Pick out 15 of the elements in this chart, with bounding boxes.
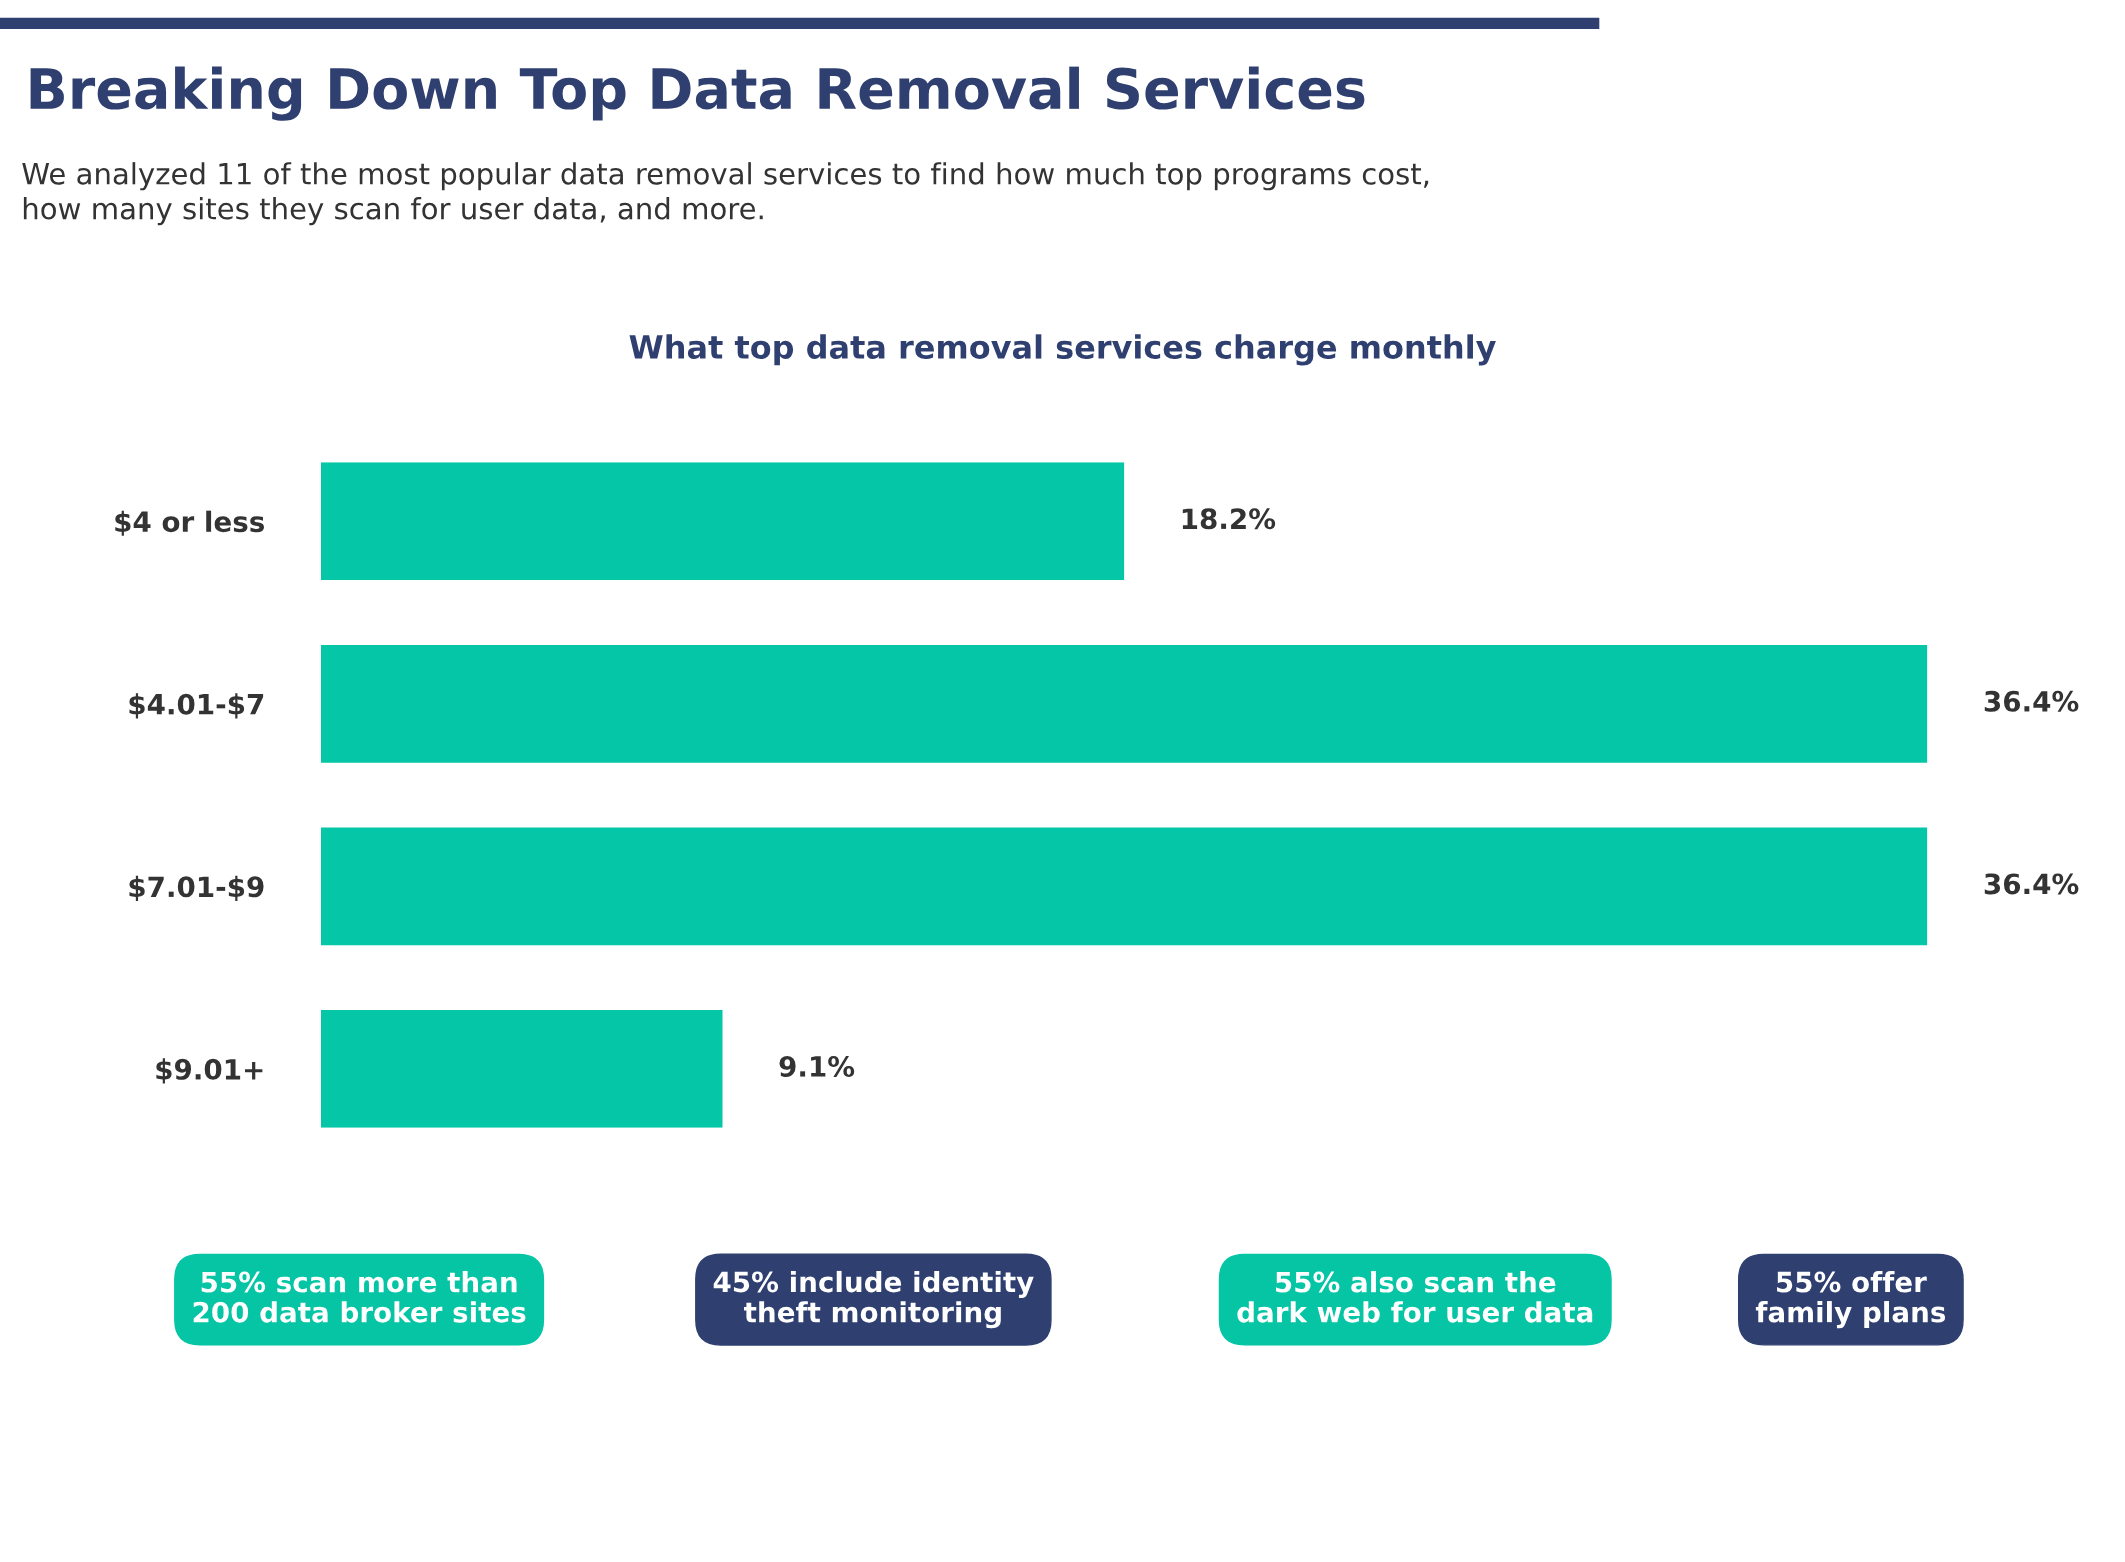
data-label: 36.4% [1984,873,2079,895]
chart-subtitle: We analyzed 11 of the most popular data removal services to find how much top programs cost, how many sites they scan for user data, and more. [22,162,1429,226]
text: 45% include identity theft monitoring [713,1270,1034,1329]
text: What top data removal services charge monthly [629,334,1496,366]
y-tick-label: $7.01-$9 [129,875,264,901]
text: 55% also scan the dark web for user data [1237,1271,1593,1323]
y-tick-label: $9.01+ [156,1058,263,1084]
data-label: 18.2% [1182,508,1276,530]
data-label: 9.1% [779,1055,855,1077]
text: 55% scan more than 200 data broker sites [193,1271,526,1323]
y-tick-label: $4 or less [115,510,265,536]
y-tick-label: $4.01-$7 [129,693,264,719]
chart-title: Breaking Down Top Data Removal Services [30,66,1365,121]
data-label: 36.4% [1984,690,2079,712]
text: 55% offer family plans [1755,1271,1946,1329]
